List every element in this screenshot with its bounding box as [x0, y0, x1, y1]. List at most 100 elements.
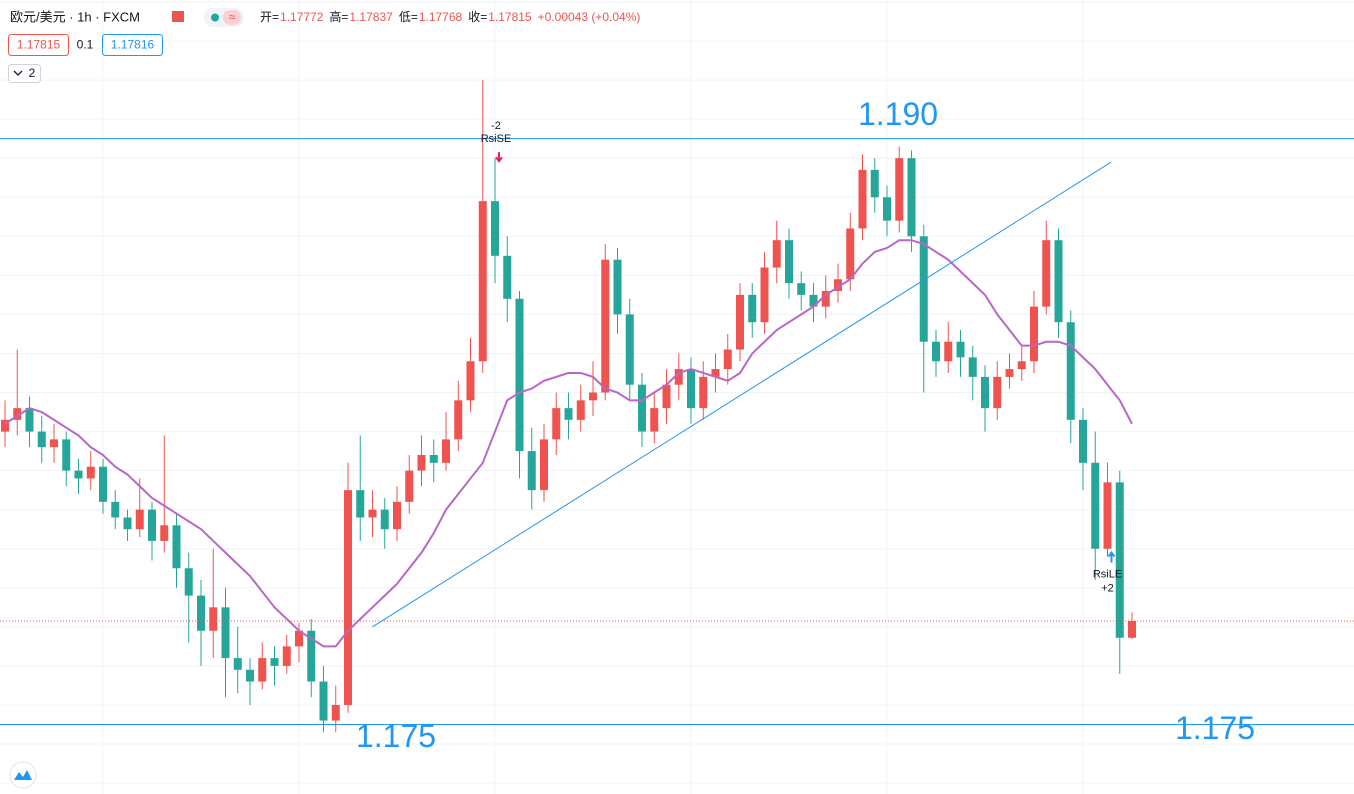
candle-body [907, 158, 916, 237]
candle-body [25, 408, 34, 432]
candle-body [711, 369, 720, 377]
logo-icon [14, 770, 32, 780]
candle-body [135, 509, 144, 530]
candle-body [37, 431, 46, 448]
candle-body [429, 454, 438, 463]
candle-body [1079, 419, 1087, 463]
candle-body [760, 267, 769, 323]
candle-body [1042, 240, 1051, 307]
candle-body [540, 439, 548, 491]
indicator-count: 2 [29, 66, 36, 80]
candle-body [699, 376, 708, 409]
candle-body [748, 294, 757, 323]
candle-body [331, 704, 340, 721]
status-icon: ≈ [229, 10, 236, 24]
candle-body [184, 568, 193, 596]
line-label: 1.175 [1175, 710, 1255, 746]
candle-body [625, 314, 634, 385]
candle-body [148, 509, 156, 541]
candle-body [442, 439, 450, 463]
spread: 0.1 [77, 38, 94, 52]
signal-arrow [495, 152, 503, 163]
candle-body [1030, 306, 1038, 362]
candle-body [809, 294, 818, 307]
candle-body [307, 630, 316, 682]
candle-body [197, 595, 205, 631]
candle-body [172, 525, 181, 569]
ask-box[interactable] [102, 34, 163, 56]
candle-body [74, 470, 83, 479]
candle-body [870, 169, 879, 198]
candle-body [221, 607, 230, 659]
symbol: 欧元/美元 · 1h · FXCM [10, 9, 140, 24]
candle-body [319, 681, 328, 721]
candle-body [1054, 240, 1063, 323]
flag-icon[interactable] [172, 11, 184, 22]
candle-body [613, 259, 622, 315]
ohlc-value: 1.17768 [419, 10, 463, 24]
line-label: 1.190 [858, 96, 938, 132]
moving-average [4, 239, 1133, 648]
candle-body [564, 408, 573, 420]
candle-body [405, 470, 414, 502]
candle-body [674, 369, 683, 385]
candle-body [527, 451, 536, 491]
candle-body [968, 357, 977, 377]
ohlc-label: 开= [260, 10, 279, 24]
candle-body [258, 658, 267, 682]
candle-body [723, 349, 732, 370]
status-badge [223, 10, 241, 25]
candle-body [515, 298, 524, 452]
candle-body [797, 283, 806, 295]
candle-body [209, 607, 218, 631]
candle-body [478, 201, 487, 362]
candle-body [356, 490, 365, 518]
bid-box[interactable] [8, 34, 69, 56]
candle-body [50, 439, 58, 448]
candle-body [932, 341, 940, 362]
signal-qty: -2 [491, 120, 501, 132]
candle-body [86, 466, 95, 479]
signal-qty: +2 [1101, 582, 1114, 594]
candle-body [895, 158, 904, 221]
indicator-toggle[interactable] [8, 64, 41, 83]
candle-body [111, 501, 120, 518]
ohlc-change: +0.00043 (+0.04%) [538, 10, 641, 24]
candle-body [123, 517, 132, 530]
candle-body [1091, 462, 1100, 549]
candle-body [1066, 322, 1075, 420]
candle-body [1005, 369, 1014, 377]
ohlc-legend: 开= 1.17772 高= 1.17837 低= 1.17768 收= 1.17815 +0.0… [260, 9, 640, 24]
candle-body [834, 279, 842, 291]
candle-body [368, 509, 377, 518]
candle-body [638, 384, 646, 432]
chevron-icon [13, 70, 23, 76]
ohlc-value: 1.17837 [349, 10, 393, 24]
candle-body [650, 408, 659, 432]
logo[interactable] [9, 761, 37, 789]
candle-body [956, 341, 965, 358]
candle-body [282, 646, 291, 666]
candle-body [380, 509, 389, 530]
candle-body [466, 361, 475, 401]
candle-body [1115, 482, 1124, 638]
candle-body [601, 259, 610, 393]
candle-body [13, 408, 22, 420]
signal-name: RsiSE [481, 133, 512, 145]
status-dot [211, 13, 219, 22]
ask: 1.17816 [111, 38, 155, 52]
candle-body [160, 525, 169, 541]
candle-body [270, 658, 279, 666]
candle-body [772, 240, 781, 268]
ohlc-label: 高= [329, 9, 348, 24]
candle-body [1017, 361, 1026, 370]
candle-body [233, 658, 242, 670]
bid: 1.17815 [17, 38, 61, 52]
candle-body [846, 228, 855, 280]
candle-body [552, 408, 561, 440]
candle-body [393, 501, 401, 530]
candle-body [944, 341, 953, 362]
candle-body [1103, 482, 1112, 549]
ohlc-label: 低= [399, 10, 418, 24]
candle-body [662, 384, 671, 409]
